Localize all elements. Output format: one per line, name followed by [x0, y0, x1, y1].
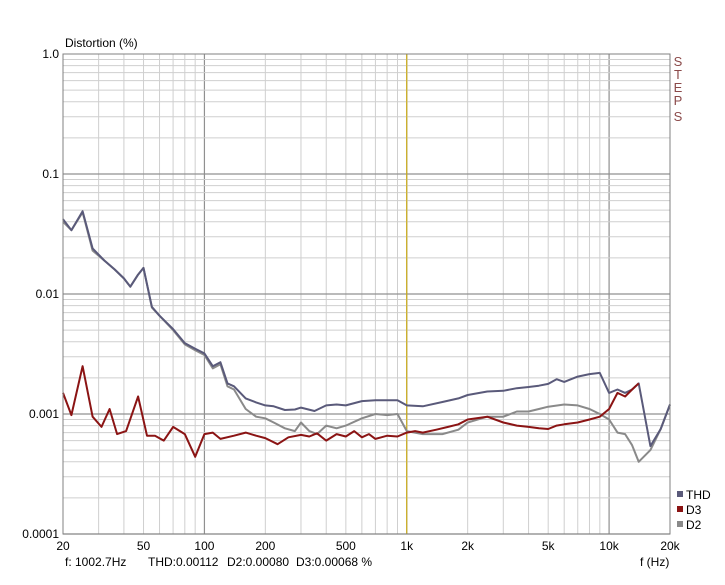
- watermark-letter: E: [674, 80, 683, 95]
- y-tick-label: 0.0001: [22, 527, 59, 541]
- x-tick-label: 200: [255, 539, 275, 553]
- x-tick-label: 20: [56, 539, 70, 553]
- legend-label: D3: [686, 503, 702, 517]
- series-line-thd: [62, 210, 671, 448]
- x-tick-label: 500: [336, 539, 356, 553]
- tick-labels: 20 50 100 200 500 1k 2k 5k 10k 20k 1.0 0.1 0.01 0.001…: [22, 47, 680, 553]
- chart-title: Distortion (%): [65, 36, 138, 50]
- series-lines: [62, 210, 671, 463]
- series-line-d3: [62, 365, 640, 458]
- x-tick-label: 20k: [660, 539, 680, 553]
- y-tick-label: 1.0: [42, 47, 59, 61]
- grid: [62, 54, 671, 535]
- watermark-letter: S: [674, 54, 683, 69]
- x-tick-label: 50: [137, 539, 151, 553]
- legend-swatch: [677, 521, 683, 527]
- readout-thd: THD:0.00112: [148, 555, 219, 569]
- series-line-d2: [62, 211, 671, 463]
- legend-swatch: [677, 491, 683, 497]
- readout-frequency: f: 1002.7Hz: [65, 555, 126, 569]
- y-tick-label: 0.1: [42, 167, 59, 181]
- x-axis-label: f (Hz): [640, 555, 669, 569]
- plot-frame: [62, 53, 671, 535]
- legend-swatch: [677, 506, 683, 512]
- watermark-letter: P: [674, 93, 683, 108]
- legend-label: THD: [686, 488, 711, 502]
- readout-d3: D3:0.00068 %: [296, 555, 372, 569]
- x-tick-label: 5k: [542, 539, 556, 553]
- x-tick-label: 100: [194, 539, 214, 553]
- watermark-letter: S: [674, 109, 683, 124]
- x-tick-label: 10k: [599, 539, 619, 553]
- x-tick-label: 1k: [400, 539, 414, 553]
- y-tick-label: 0.01: [36, 287, 60, 301]
- watermark-letter: T: [674, 67, 682, 82]
- legend-label: D2: [686, 518, 702, 532]
- x-tick-label: 2k: [461, 539, 475, 553]
- y-tick-label: 0.001: [29, 407, 59, 421]
- readout-d2: D2:0.00080: [227, 555, 289, 569]
